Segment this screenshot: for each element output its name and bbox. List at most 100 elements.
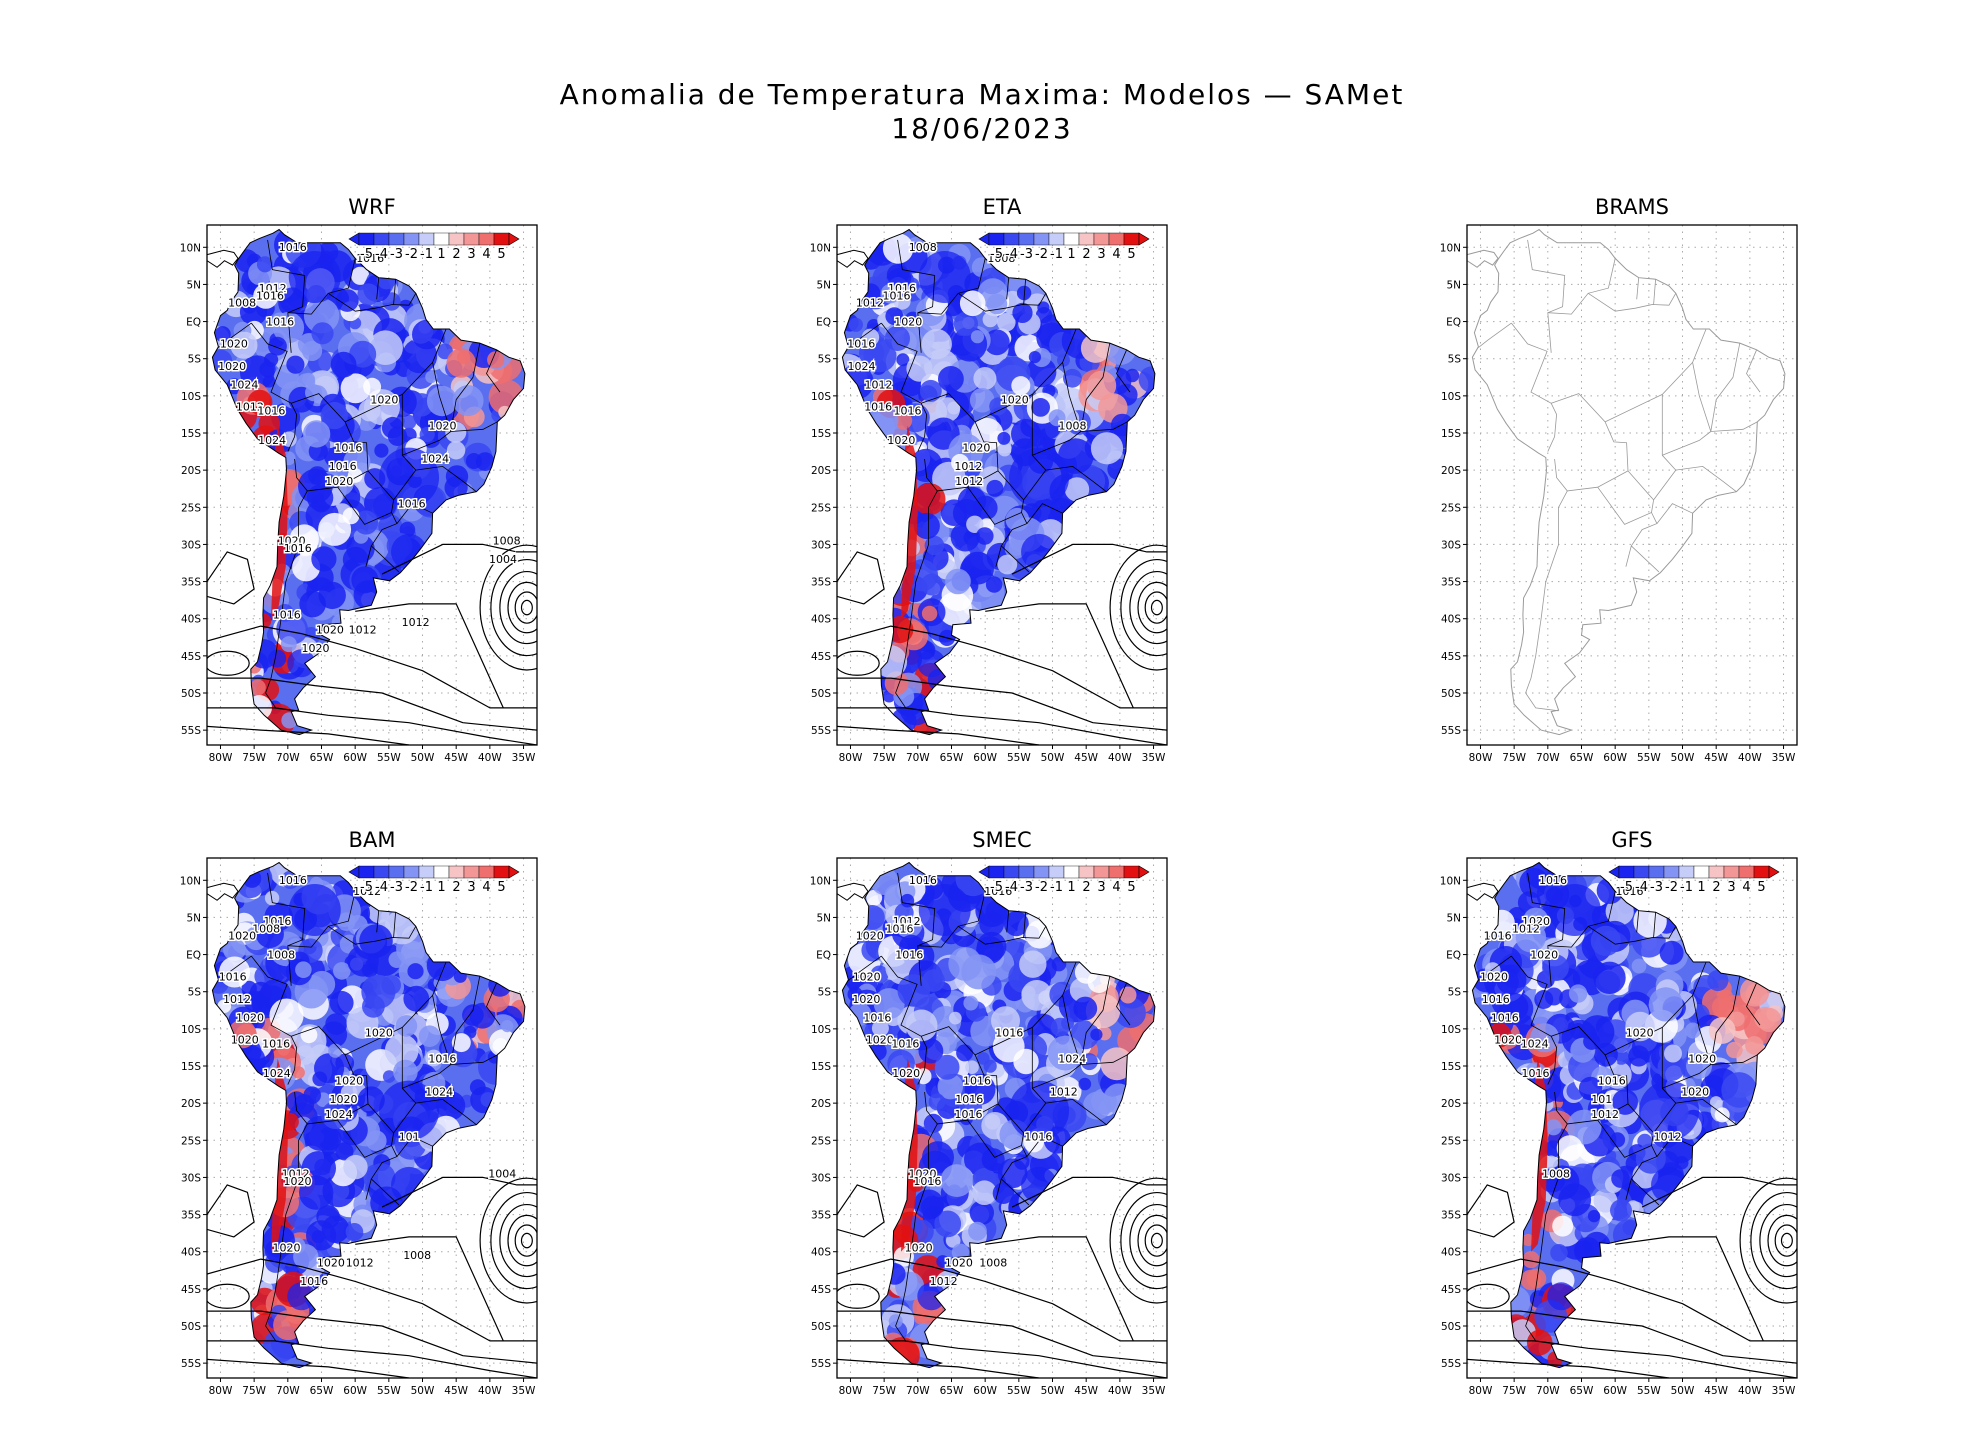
colorbar-swatch — [1033, 232, 1050, 246]
isobar-label: 1012 — [282, 1167, 310, 1180]
colorbar-label: -1 — [1680, 880, 1693, 895]
colorbar: -5 -4 -3 -2 -1 1 2 3 4 5 — [978, 865, 1150, 896]
lat-label: 5N — [186, 912, 201, 924]
lon-label: 55W — [1007, 1385, 1031, 1397]
isobar-label: 1020 — [887, 434, 915, 447]
axes: 10N 5N EQ 5S 10S 15S 20S 25S 30S 35S 40S 45S 50S 55S 8… — [810, 242, 1166, 764]
lat-label: EQ — [186, 317, 201, 329]
colorbar-label: -2 — [1665, 880, 1678, 895]
isobar-label: 101 — [1591, 1093, 1612, 1106]
colorbar-swatch — [1033, 865, 1050, 879]
isobar-labels: 1016101610121016102010161020102010161020… — [851, 873, 1088, 1290]
lon-label: 75W — [1502, 752, 1526, 764]
colorbar-swatch — [463, 865, 480, 879]
lon-label: 75W — [1502, 1385, 1526, 1397]
isobar-label: 1012 — [1050, 1086, 1078, 1099]
lat-label: 40S — [1441, 614, 1461, 626]
map-canvas: 1008100810161016101210201016102410121016… — [810, 224, 1168, 764]
lon-label: 65W — [1570, 1385, 1594, 1397]
colorbar-label: 1 — [437, 880, 445, 895]
colorbar-label: -4 — [1005, 247, 1018, 262]
lat-label: 10S — [811, 1024, 831, 1036]
lon-label: 65W — [310, 1385, 334, 1397]
isobar-label: 1024 — [263, 1067, 291, 1080]
isobar-label: 1016 — [984, 885, 1012, 898]
colorbar-label: 5 — [1757, 880, 1765, 895]
lon-label: 70W — [276, 752, 300, 764]
isobar-label: 1024 — [1521, 1037, 1549, 1050]
lat-label: 50S — [1441, 1321, 1461, 1333]
isobar-label: 1016 — [263, 915, 291, 928]
lat-label: 40S — [181, 1247, 201, 1259]
isobar-label: 1016 — [863, 1011, 891, 1024]
colorbar-label: -3 — [1650, 880, 1663, 895]
isobar-label: 1016 — [1491, 1011, 1519, 1024]
lon-label: 55W — [1637, 752, 1661, 764]
colorbar-label: -3 — [1020, 880, 1033, 895]
lon-label: 55W — [377, 1385, 401, 1397]
colorbar: -5 -4 -3 -2 -1 1 2 3 4 5 — [348, 865, 520, 896]
isobar-label: 1016 — [256, 289, 284, 302]
colorbar-swatch — [1093, 232, 1110, 246]
lat-label: 30S — [181, 539, 201, 551]
isobar-label: 1016 — [1616, 885, 1644, 898]
isobar-label: 1020 — [894, 315, 922, 328]
isobar-label: 1020 — [335, 1075, 363, 1088]
lat-label: 10S — [811, 391, 831, 403]
isobar-label: 1020 — [273, 1242, 301, 1255]
lon-label: 50W — [1671, 1385, 1695, 1397]
panel-title: GFS — [1611, 828, 1653, 852]
colorbar-label: 5 — [1127, 880, 1135, 895]
lat-label: 55S — [811, 1358, 831, 1370]
isobar-label: 1024 — [421, 453, 449, 466]
colorbar-swatch — [388, 232, 405, 246]
colorbar-swatch — [493, 865, 510, 879]
isobar-label: 1020 — [330, 1093, 358, 1106]
lat-label: 15S — [811, 1061, 831, 1073]
isobar-label: 1020 — [284, 1175, 312, 1188]
isobar-label: 1012 — [1591, 1108, 1619, 1121]
axes: 10N 5N EQ 5S 10S 15S 20S 25S 30S 35S 40S 45S 50S 55S 8… — [810, 875, 1166, 1397]
colorbar-swatch — [1723, 865, 1740, 879]
lat-label: EQ — [1446, 317, 1461, 329]
isobar-label: 1012 — [346, 1257, 374, 1270]
lon-label: 75W — [872, 752, 896, 764]
lat-label: EQ — [1446, 950, 1461, 962]
colorbar-label: 5 — [1127, 247, 1135, 262]
colorbar-label: -5 — [360, 880, 373, 895]
lon-label: 65W — [940, 1385, 964, 1397]
colorbar-swatch — [1018, 865, 1035, 879]
colorbar-label: -4 — [375, 880, 388, 895]
coastlines — [1467, 228, 1786, 736]
isobar-label: 1016 — [428, 1052, 456, 1065]
lon-label: 35W — [1142, 1385, 1166, 1397]
colorbar-swatch — [1633, 865, 1650, 879]
colorbar-swatch — [1678, 865, 1695, 879]
isobar-label: 1016 — [1539, 874, 1567, 887]
isobar-label: 1020 — [317, 1257, 345, 1270]
isobar-label: 1020 — [905, 1242, 933, 1255]
lon-label: 70W — [1536, 752, 1560, 764]
lat-label: 15S — [181, 428, 201, 440]
lon-label: 60W — [973, 752, 997, 764]
isobar-label: 1020 — [1494, 1034, 1522, 1047]
lon-label: 80W — [1469, 1385, 1493, 1397]
lat-label: 5N — [1446, 279, 1461, 291]
colorbar-label: 3 — [467, 880, 475, 895]
map-panel-gfs: GFS 1016 1016 1020 1012 1016 1020 1020 1016 1016 1… — [1435, 828, 1805, 1408]
panel-title: WRF — [348, 195, 396, 219]
lat-label: 45S — [1441, 651, 1461, 663]
isobar-label: 1016 — [273, 609, 301, 622]
colorbar-label: 4 — [1112, 247, 1120, 262]
isobar-label: 1008 — [252, 922, 280, 935]
lat-label: 10S — [181, 1024, 201, 1036]
isobar-label: 1020 — [1522, 915, 1550, 928]
lon-label: 70W — [906, 1385, 930, 1397]
isobar-label: 1016 — [262, 1037, 290, 1050]
map-panel-wrf: WRF 1016 1016 1012 1016 1008 1016 1020 1020 1024 1… — [175, 195, 545, 775]
lat-label: 10N — [1440, 242, 1461, 254]
lat-label: EQ — [816, 950, 831, 962]
colorbar-swatch — [1093, 865, 1110, 879]
lat-label: 25S — [1441, 1135, 1461, 1147]
lon-label: 80W — [839, 1385, 863, 1397]
